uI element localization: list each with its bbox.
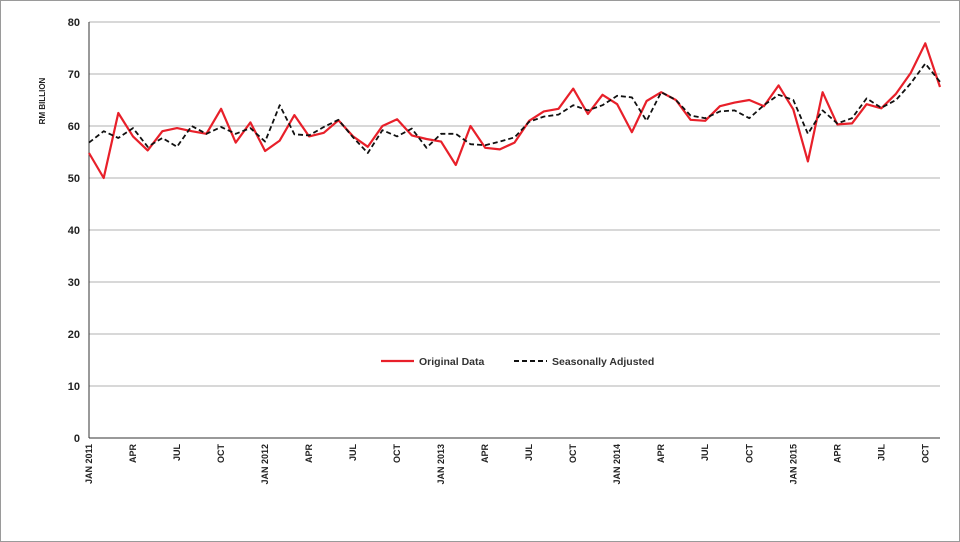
x-tick-label: JAN 2012	[260, 444, 270, 485]
y-axis-ticks: 0 10 20 30 40 50 60 70 80	[68, 17, 80, 445]
x-tick-label: APR	[832, 444, 842, 464]
x-tick-label: OCT	[744, 444, 754, 464]
y-axis-label: RM BILLION	[38, 77, 47, 124]
x-axis-ticks: JAN 2011 APR JUL OCT JAN 2012 APR JUL OCT JAN 20…	[84, 444, 930, 485]
x-tick-label: JAN 2013	[436, 444, 446, 485]
x-tick-label: JAN 2014	[612, 444, 622, 485]
x-tick-label: APR	[304, 444, 314, 464]
x-tick-label: OCT	[920, 444, 930, 464]
x-tick-label: JUL	[876, 444, 886, 462]
y-tick-label: 30	[68, 277, 80, 289]
y-tick-label: 40	[68, 225, 80, 237]
x-tick-label: OCT	[216, 444, 226, 464]
x-tick-label: OCT	[568, 444, 578, 464]
y-tick-label: 70	[68, 69, 80, 81]
x-tick-label: OCT	[392, 444, 402, 464]
series-line-seasonally-adjusted	[88, 62, 941, 154]
y-tick-label: 10	[68, 381, 80, 393]
series-lines	[88, 42, 942, 180]
y-tick-label: 50	[68, 173, 80, 185]
x-tick-label: APR	[656, 444, 666, 464]
series-line-original	[88, 42, 942, 180]
legend-label-original: Original Data	[419, 356, 485, 368]
x-tick-label: JUL	[524, 444, 534, 462]
x-tick-label: JAN 2015	[788, 444, 798, 485]
y-tick-label: 20	[68, 329, 80, 341]
x-tick-label: APR	[128, 444, 138, 464]
legend-label-adjusted: Seasonally Adjusted	[552, 356, 654, 368]
legend: Original Data Seasonally Adjusted	[381, 356, 654, 368]
gridlines	[89, 21, 940, 387]
x-tick-label: JUL	[172, 444, 182, 462]
axes	[88, 22, 940, 439]
x-tick-label: JUL	[700, 444, 710, 462]
y-tick-label: 80	[68, 17, 80, 29]
x-tick-label: APR	[480, 444, 490, 464]
y-tick-label: 60	[68, 121, 80, 133]
x-tick-label: JAN 2011	[84, 444, 94, 484]
x-tick-label: JUL	[348, 444, 358, 462]
y-tick-label: 0	[74, 433, 80, 445]
